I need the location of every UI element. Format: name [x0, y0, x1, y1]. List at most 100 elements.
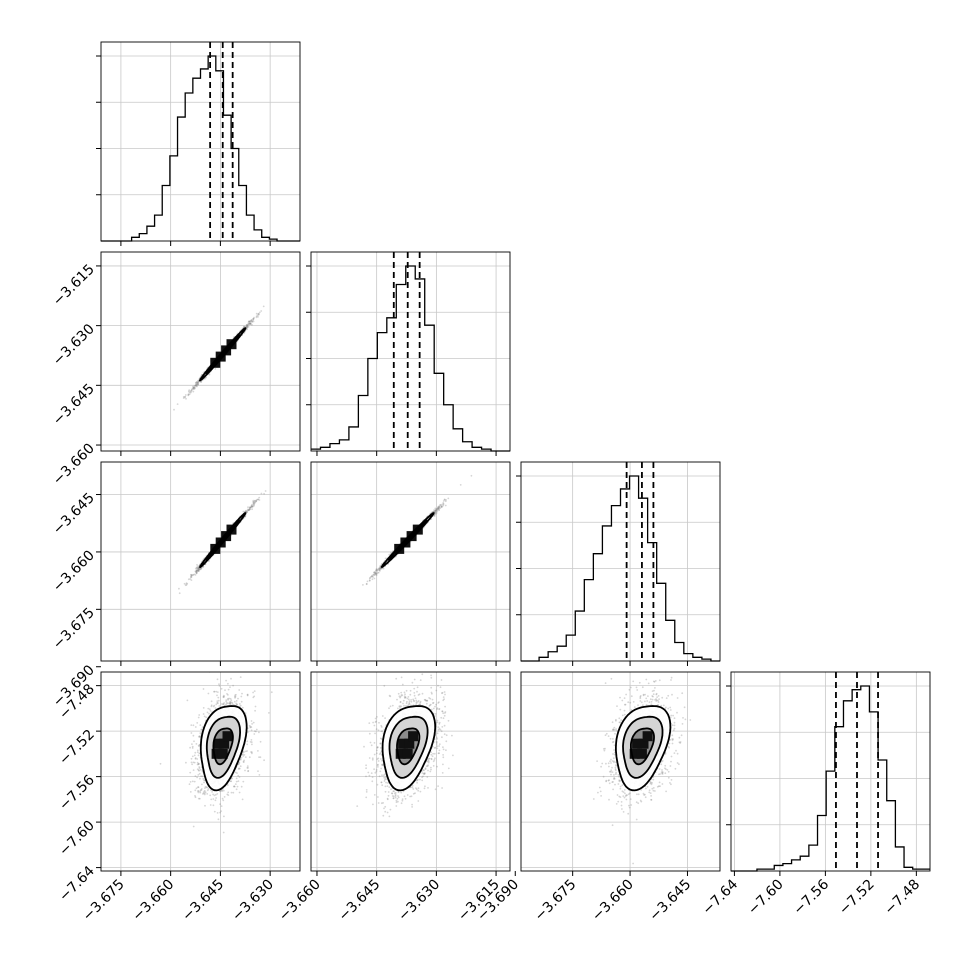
histogram-step: [521, 475, 720, 662]
sample-point: [195, 382, 197, 384]
sample-point: [438, 506, 441, 509]
sample-point: [250, 506, 253, 509]
sample-point: [263, 492, 265, 495]
sample-point: [193, 386, 196, 389]
sample-point: [194, 567, 197, 570]
sample-point: [442, 503, 445, 505]
sample-point: [197, 790, 200, 792]
sample-point: [195, 384, 198, 387]
sample-point: [197, 567, 200, 570]
sample-point: [186, 582, 189, 585]
sample-point: [214, 793, 217, 796]
sample-point: [257, 314, 259, 317]
sample-point: [248, 507, 251, 510]
sample-point: [245, 326, 248, 329]
histogram-step: [731, 685, 930, 872]
sample-point: [194, 384, 197, 387]
sample-point: [370, 576, 372, 578]
sample-point: [187, 578, 190, 581]
sample-point: [436, 508, 439, 511]
sample-point: [185, 397, 187, 400]
sample-point: [247, 322, 250, 325]
sample-point: [366, 580, 369, 583]
sample-point: [253, 316, 255, 319]
sample-point: [377, 568, 380, 571]
sample-point: [435, 510, 438, 512]
sample-point: [260, 492, 263, 495]
sample-point: [185, 582, 188, 585]
sample-point: [197, 565, 200, 568]
sample-point: [235, 693, 237, 696]
sample-point: [384, 557, 387, 560]
sample-point: [250, 319, 253, 321]
sample-point: [246, 511, 248, 513]
sample-point: [374, 572, 377, 574]
sample-point: [459, 484, 462, 486]
sample-point: [258, 499, 261, 501]
sample-point: [187, 393, 190, 396]
sample-point: [207, 788, 210, 790]
sample-point: [378, 569, 381, 572]
sample-point: [440, 505, 443, 508]
sample-point: [197, 567, 200, 570]
panel-frame: [730, 671, 931, 872]
sample-point: [437, 507, 440, 510]
sample-point: [470, 474, 473, 477]
sample-point: [437, 507, 440, 509]
sample-point: [251, 320, 254, 322]
sample-point: [375, 569, 377, 572]
sample-point: [439, 504, 441, 506]
sample-point: [248, 320, 250, 323]
sample-point: [440, 506, 443, 508]
sample-point: [199, 724, 202, 726]
sample-point: [244, 510, 247, 513]
sample-point: [193, 387, 195, 390]
sample-point: [248, 508, 251, 511]
sample-point: [246, 509, 249, 512]
scatter-panel: [100, 251, 301, 452]
sample-point: [375, 574, 378, 577]
sample-point: [196, 381, 199, 384]
sample-point: [192, 387, 195, 389]
sample-point: [247, 323, 250, 326]
sample-point: [434, 512, 437, 515]
sample-point: [196, 383, 199, 386]
sample-point: [199, 380, 202, 383]
sample-point: [190, 576, 192, 579]
sample-point: [433, 509, 435, 511]
sample-point: [247, 506, 249, 509]
sample-point: [191, 387, 194, 390]
sample-point: [244, 509, 247, 512]
histogram-step: [101, 55, 300, 242]
sample-point: [197, 570, 200, 572]
sample-point: [190, 576, 193, 579]
sample-point: [255, 500, 258, 502]
sample-point: [247, 509, 250, 512]
sample-point: [197, 566, 200, 569]
sample-point: [185, 584, 188, 586]
sample-point: [195, 570, 198, 573]
sample-point: [257, 313, 260, 315]
sample-point: [246, 325, 249, 327]
contour-line: [212, 527, 234, 553]
histogram-panel: [726, 671, 931, 872]
panel-frame: [100, 41, 301, 242]
sample-point: [205, 376, 208, 379]
sample-point: [252, 317, 255, 320]
sample-point: [438, 505, 440, 508]
sample-point: [191, 574, 194, 576]
sample-point: [246, 324, 249, 327]
sample-point: [194, 795, 196, 797]
sample-point: [380, 567, 383, 570]
sample-point: [250, 320, 252, 322]
sample-point: [375, 568, 378, 571]
panel-frame: [100, 251, 301, 452]
sample-point: [248, 508, 251, 511]
sample-point: [379, 567, 382, 570]
sample-point: [246, 325, 249, 328]
sample-point: [376, 571, 379, 574]
sample-point: [200, 775, 203, 778]
sample-point: [178, 592, 181, 595]
sample-point: [442, 502, 445, 504]
sample-point: [251, 320, 253, 323]
